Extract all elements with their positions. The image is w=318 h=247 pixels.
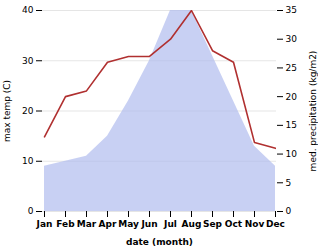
svg-text:30: 30: [22, 56, 34, 66]
svg-text:10: 10: [286, 149, 298, 159]
svg-text:Sep: Sep: [203, 219, 223, 229]
svg-text:Jul: Jul: [163, 219, 177, 229]
svg-text:35: 35: [286, 5, 297, 15]
svg-text:Jun: Jun: [140, 219, 157, 229]
svg-text:10: 10: [22, 156, 34, 166]
svg-text:Feb: Feb: [56, 219, 75, 229]
svg-text:Aug: Aug: [182, 219, 202, 229]
svg-text:20: 20: [22, 106, 34, 116]
svg-text:May: May: [118, 219, 139, 229]
svg-text:Mar: Mar: [77, 219, 97, 229]
svg-text:date (month): date (month): [126, 237, 193, 247]
svg-text:0: 0: [286, 206, 292, 216]
svg-text:15: 15: [286, 120, 297, 130]
svg-text:max temp (C): max temp (C): [2, 80, 12, 142]
svg-text:20: 20: [286, 92, 298, 102]
svg-text:Apr: Apr: [99, 219, 117, 229]
svg-text:Dec: Dec: [266, 219, 285, 229]
svg-text:25: 25: [286, 63, 297, 73]
svg-text:Oct: Oct: [225, 219, 243, 229]
svg-text:med. precipitation (kg/m2): med. precipitation (kg/m2): [308, 51, 318, 172]
svg-text:40: 40: [22, 5, 34, 15]
svg-text:Nov: Nov: [245, 219, 265, 229]
svg-text:0: 0: [28, 206, 34, 216]
svg-text:30: 30: [286, 34, 298, 44]
svg-text:Jan: Jan: [36, 219, 53, 229]
svg-text:5: 5: [286, 178, 292, 188]
